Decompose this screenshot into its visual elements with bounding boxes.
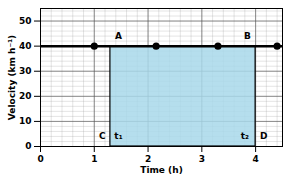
svg-text:30: 30 xyxy=(19,66,32,76)
svg-text:2: 2 xyxy=(145,154,151,164)
svg-text:4: 4 xyxy=(252,154,258,164)
svg-text:Velocity (km h⁻¹): Velocity (km h⁻¹) xyxy=(7,35,17,120)
svg-text:1: 1 xyxy=(91,154,97,164)
svg-text:0: 0 xyxy=(25,141,31,151)
svg-text:50: 50 xyxy=(19,16,32,26)
svg-text:3: 3 xyxy=(199,154,205,164)
svg-text:B: B xyxy=(244,31,251,41)
svg-text:t₁: t₁ xyxy=(114,131,122,141)
svg-text:D: D xyxy=(260,131,267,141)
svg-text:10: 10 xyxy=(19,116,32,126)
svg-text:t₂: t₂ xyxy=(241,131,249,141)
svg-text:C: C xyxy=(99,131,106,141)
svg-text:Time (h): Time (h) xyxy=(140,165,182,175)
svg-text:A: A xyxy=(115,31,122,41)
svg-text:20: 20 xyxy=(19,91,32,101)
svg-text:0: 0 xyxy=(37,154,43,164)
svg-text:40: 40 xyxy=(19,41,32,51)
